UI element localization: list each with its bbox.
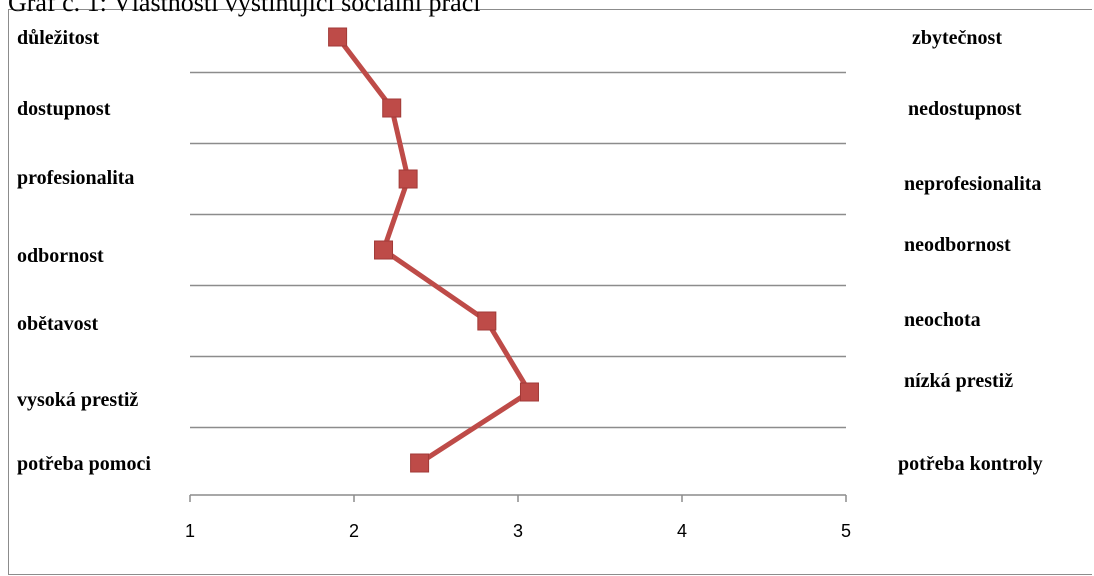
right-category-label: potřeba kontroly [898,453,1043,475]
left-category-label: profesionalita [17,167,134,189]
left-category-label: odbornost [17,245,104,267]
data-point [398,169,418,189]
series-line [335,35,532,466]
data-point [382,98,402,118]
x-tick-label: 1 [185,521,195,541]
data-point [328,27,348,47]
left-labels: důležitost dostupnost profesionalita odborn… [17,27,151,475]
right-category-label: zbytečnost [912,27,1002,49]
right-category-label: neodbornost [904,234,1011,256]
x-tick-label: 3 [513,521,523,541]
left-category-label: vysoká prestiž [17,389,138,411]
right-category-label: nízká prestiž [904,370,1013,392]
right-category-label: neprofesionalita [904,173,1041,195]
x-axis: 1 2 3 4 5 [185,494,851,541]
right-category-label: neochota [904,309,981,331]
left-category-label: dostupnost [17,98,111,120]
left-category-label: potřeba pomoci [17,453,151,475]
right-labels: zbytečnost nedostupnost neprofesionalita ne… [898,27,1043,475]
left-category-label: obětavost [17,313,98,335]
data-point [410,453,430,473]
data-point [519,382,539,402]
page-title: Graf č. 1: Vlastnosti vystihující sociál… [8,0,481,17]
x-tick-label: 5 [841,521,851,541]
right-category-label: nedostupnost [908,98,1022,120]
data-point [374,240,394,260]
series [328,27,539,473]
x-tick-label: 4 [677,521,687,541]
data-point [477,311,497,331]
x-tick-label: 2 [349,521,359,541]
gridlines [190,71,846,429]
chart-frame [8,9,1092,575]
left-category-label: důležitost [17,27,100,49]
